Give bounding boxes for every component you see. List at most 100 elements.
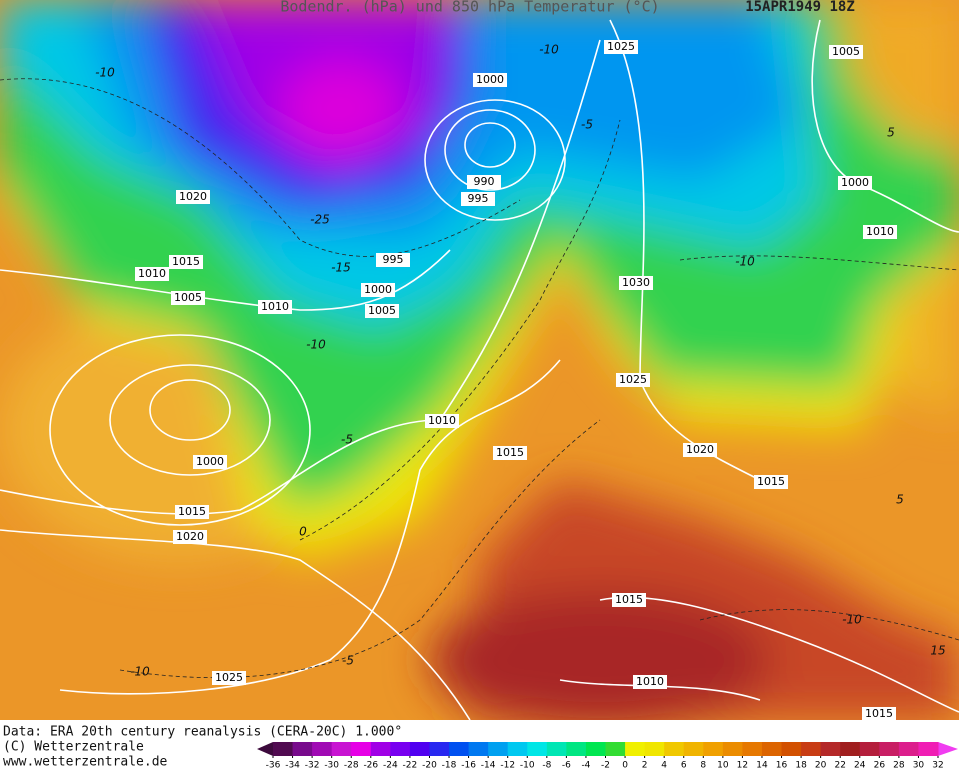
isobar-label-box [171, 291, 205, 305]
isobar-label: 1025 [607, 40, 635, 53]
isobar-label-box [493, 446, 527, 460]
isobar-label-box [376, 253, 410, 267]
isotherm-label: -15 [331, 261, 351, 275]
map-title: Bodendr. (hPa) und 850 hPa Temperatur (°… [280, 0, 659, 16]
scale-swatch [449, 742, 470, 756]
scale-swatch [625, 742, 646, 756]
scale-tick-label: -2 [601, 761, 610, 771]
scale-swatch [722, 742, 743, 756]
isobar-label-box [361, 283, 395, 297]
isobar-label: 1010 [428, 414, 456, 427]
scale-swatch [918, 742, 939, 756]
isotherm-label: 5 [896, 493, 904, 507]
scale-low-arrow [257, 742, 273, 756]
scale-tick-label: -26 [363, 761, 378, 771]
scale-tick-label: -16 [461, 761, 476, 771]
isotherms [0, 78, 959, 679]
isobar-label-box [461, 192, 495, 206]
scale-tick-label: -12 [500, 761, 515, 771]
isotherm-label: -5 [581, 118, 593, 132]
isobar-label-box [616, 373, 650, 387]
scale-tick-label: -22 [403, 761, 418, 771]
isotherm-label: -10 [130, 665, 150, 679]
isobar-label-box [754, 475, 788, 489]
isobar-label-box [612, 593, 646, 607]
scale-tick-label: -14 [481, 761, 496, 771]
isobars [0, 19, 959, 720]
scale-swatch [761, 742, 783, 756]
scale-tick-label: 12 [737, 761, 748, 771]
scale-swatch [605, 742, 626, 756]
scale-tick-label: 2 [642, 761, 648, 771]
isobar-label-box [838, 176, 872, 190]
scale-swatch [331, 742, 352, 756]
isobar-label: 1010 [636, 675, 664, 688]
isobar-label-box [176, 190, 210, 204]
scale-swatch [370, 742, 391, 756]
scale-tick-label: 16 [776, 761, 788, 771]
scale-tick-label: -24 [383, 761, 398, 771]
scale-swatch [879, 742, 900, 756]
scale-swatch [781, 742, 802, 756]
scale-tick-label: 32 [932, 761, 943, 771]
scale-tick-label: 30 [913, 761, 925, 771]
scale-swatch [742, 742, 763, 756]
scale-tick-label: -4 [581, 761, 590, 771]
map-field [0, 0, 959, 720]
isotherm-label: -5 [341, 433, 353, 447]
scale-tick-label: 20 [815, 761, 827, 771]
scale-tick-label: 26 [874, 761, 886, 771]
isobar-label-box [135, 267, 169, 281]
scale-swatch [644, 742, 665, 756]
isobar-label: 1005 [174, 291, 202, 304]
isobar-label-box [633, 675, 667, 689]
isobar-label-box [173, 530, 207, 544]
isobar-label: 1000 [196, 455, 224, 468]
scale-tick-label: -8 [542, 761, 551, 771]
scale-tick-label: 24 [854, 761, 866, 771]
isobar-label: 1020 [686, 443, 714, 456]
isobar-label-box [425, 414, 459, 428]
scale-tick-label: 8 [700, 761, 706, 771]
scale-swatch [429, 742, 450, 756]
data-source: Data: ERA 20th century reanalysis (CERA-… [3, 725, 402, 740]
scale-swatch [566, 742, 587, 756]
isobar-label-box [829, 45, 863, 59]
scale-swatch [820, 742, 841, 756]
isobar-label: 1005 [832, 45, 860, 58]
scale-swatch [468, 742, 489, 756]
scale-tick-label: 28 [893, 761, 905, 771]
scale-swatch [351, 742, 372, 756]
isobar-label: 1025 [215, 671, 243, 684]
scale-swatch [840, 742, 861, 756]
isobar-label-box [863, 225, 897, 239]
temperature-field [0, 0, 959, 720]
scale-tick-label: -18 [442, 761, 457, 771]
scale-tick-label: -28 [344, 761, 359, 771]
scale-swatch [683, 742, 704, 756]
copyright: (C) Wetterzentrale [3, 740, 144, 755]
isobar-label: 1000 [476, 73, 504, 86]
scale-high-arrow [938, 742, 958, 756]
scale-swatch [664, 742, 685, 756]
isobar-label: 1015 [178, 505, 206, 518]
scale-tick-label: 18 [795, 761, 807, 771]
scale-swatch [312, 742, 333, 756]
scale-swatch [859, 742, 880, 756]
scale-tick-label: 14 [756, 761, 768, 771]
isotherm-label: -10 [735, 255, 755, 269]
scale-tick-label: 4 [661, 761, 667, 771]
map-date: 15APR1949 18Z [745, 0, 855, 15]
isotherm-label: -25 [310, 213, 330, 227]
scale-tick-label: -10 [520, 761, 535, 771]
scale-tick-label: 6 [681, 761, 687, 771]
isotherm-label: -10 [306, 338, 326, 352]
isobar-label: 995 [383, 253, 404, 266]
isobar-label-box [258, 300, 292, 314]
isobar-label: 995 [468, 192, 489, 205]
isobar-label-box [604, 40, 638, 54]
isobar-label: 1020 [179, 190, 207, 203]
scale-tick-label: -20 [422, 761, 437, 771]
scale-swatch [546, 742, 567, 756]
